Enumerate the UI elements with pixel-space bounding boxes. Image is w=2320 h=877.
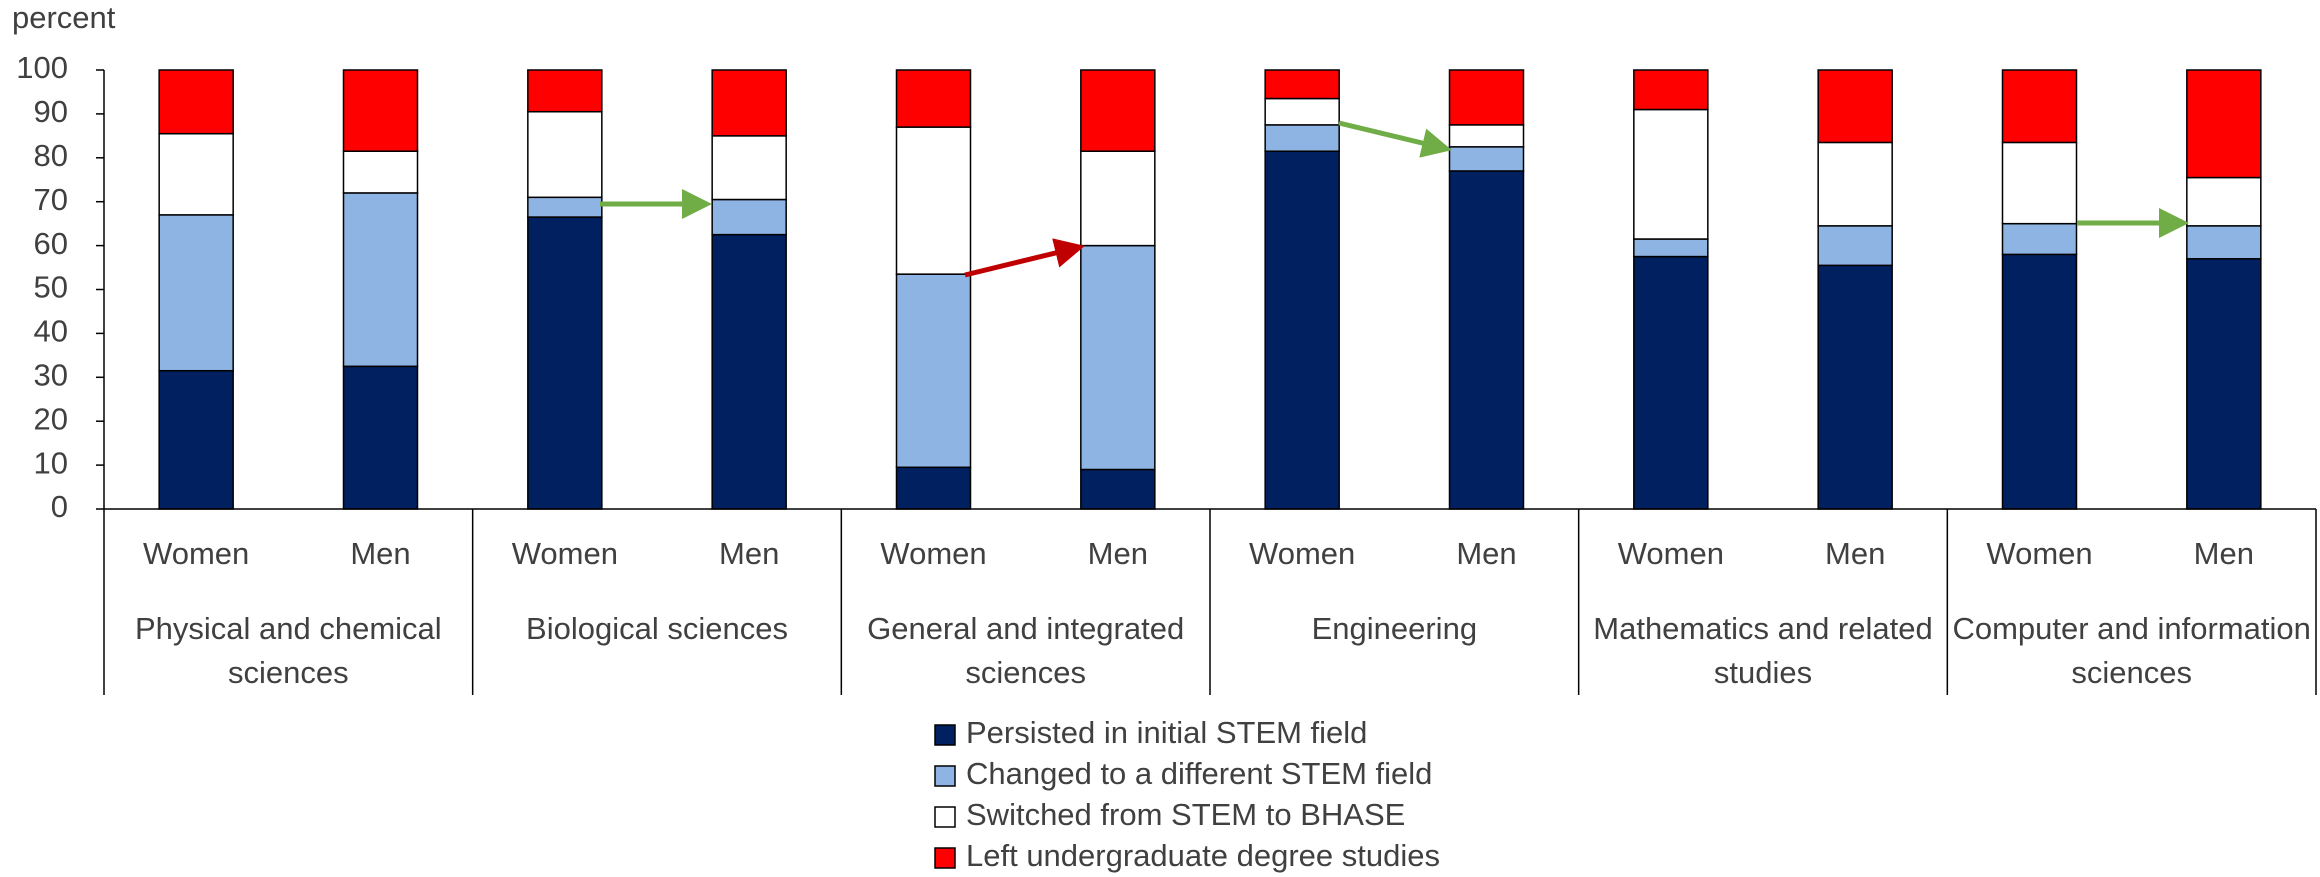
y-tick-label: 40 [34,314,68,349]
group-label: Biological sciences [526,611,788,646]
legend-swatch [934,806,956,828]
bar-segment [1633,255,1709,510]
group-label: Physical and chemical sciences [134,611,442,690]
bar-segment [1264,69,1340,100]
arrow [964,238,1085,278]
bar-segment [2001,141,2078,225]
bar-segment [2186,69,2262,179]
bar-segment [1080,468,1156,510]
legend-label: Persisted in initial STEM field [966,715,1367,750]
bar-segment [1264,124,1340,152]
bar-segment [527,69,603,113]
y-axis-label: percent [12,0,116,35]
bar-segment [1633,108,1709,240]
bar-segment [158,214,234,372]
legend-label: Changed to a different STEM field [966,756,1432,791]
bar-segment [1448,69,1525,126]
x-tick-label: Women [143,536,249,571]
y-tick-label: 50 [34,270,68,305]
group-label: General and integrated sciences [867,611,1185,690]
bar-segment [527,216,603,510]
bar-segment [1448,124,1525,148]
legend-swatch [934,847,956,869]
bar-segment [1448,146,1525,172]
legend-label: Left undergraduate degree studies [966,838,1440,873]
x-tick-label: Men [1825,536,1885,571]
bar-segment [1817,264,1893,510]
x-tick-label: Men [350,536,410,571]
bar-segment [1817,69,1893,144]
bar-segment [527,110,603,199]
x-tick-label: Men [719,536,779,571]
bar-segment [895,273,972,469]
x-tick-label: Men [1456,536,1516,571]
y-tick-label: 0 [51,489,68,524]
bar-segment [1633,238,1709,258]
bar-segment [711,69,787,137]
x-tick-label: Men [2194,536,2254,571]
bar-segment [2001,222,2078,256]
legend-swatch [934,765,956,787]
bar-segment [1264,97,1340,126]
bar-segment [158,369,234,510]
bar-segment [895,466,972,510]
bar-segment [895,69,972,128]
x-tick-label: Women [1986,536,2092,571]
bar-segment [2186,225,2262,260]
bar-segment [342,192,419,368]
x-tick-label: Women [880,536,986,571]
bar-segment [1080,150,1156,247]
x-tick-label: Men [1088,536,1148,571]
bar-segment [711,198,787,236]
y-tick-label: 30 [34,357,68,392]
bar-segment [711,233,787,510]
group-label: Computer and information sciences [1952,611,2311,690]
y-tick-label: 60 [34,226,68,261]
group-label: Engineering [1311,611,1478,646]
bar-segment [1080,69,1156,152]
legend-swatch [934,724,956,746]
y-tick-label: 90 [34,94,68,129]
y-tick-label: 10 [34,445,68,480]
arrow [1338,120,1452,158]
bar-segment [527,196,603,218]
y-tick-label: 80 [34,138,68,173]
bar-segment [158,69,234,135]
bar-segment [342,150,419,194]
x-tick-label: Women [1249,536,1355,571]
bar-segment [2186,176,2262,227]
legend-label: Switched from STEM to BHASE [966,797,1405,832]
bar-segment [895,126,972,275]
bar-segment [711,135,787,201]
bar-segment [1448,170,1525,510]
bar-segment [2186,258,2262,510]
bar-segment [1080,244,1156,471]
bar-segment [342,69,419,152]
y-tick-label: 70 [34,182,68,217]
x-tick-label: Women [1618,536,1724,571]
y-tick-label: 100 [16,50,68,85]
y-tick-label: 20 [34,401,68,436]
group-label: Mathematics and related studies [1593,611,1933,690]
bar-segment [2001,69,2078,144]
bar-segment [342,365,419,510]
bar-segment [158,132,234,216]
bar-segment [1817,141,1893,227]
bar-segment [1817,225,1893,267]
bar-segment [2001,253,2078,510]
bar-segment [1633,69,1709,111]
bar-segment [1264,150,1340,510]
x-tick-label: Women [512,536,618,571]
